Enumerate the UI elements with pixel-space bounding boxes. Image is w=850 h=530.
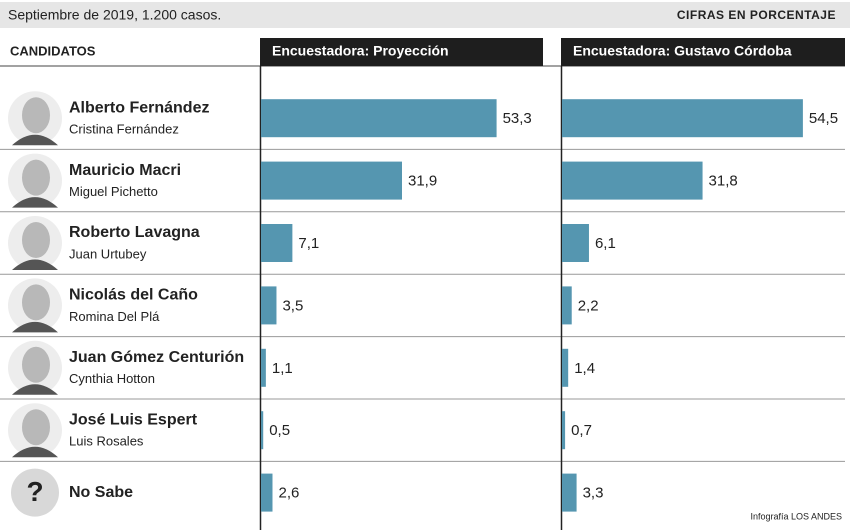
- candidate-name: Alberto Fernández: [69, 99, 209, 116]
- value-label: 31,8: [709, 173, 738, 190]
- bar: [562, 224, 589, 262]
- header-band: [0, 2, 850, 28]
- bar: [562, 411, 566, 450]
- value-label: 6,1: [595, 235, 616, 252]
- photo-face: [22, 159, 50, 196]
- bar: [261, 99, 497, 138]
- value-label: 0,5: [269, 422, 290, 439]
- photo-face: [22, 284, 50, 321]
- panel-title: Encuestadora: Proyección: [272, 43, 449, 59]
- bar: [562, 473, 577, 512]
- value-label: 31,9: [408, 173, 437, 190]
- candidate-name: Mauricio Macri: [69, 162, 181, 179]
- photo-shoulders: [12, 446, 58, 458]
- running-mate: Romina Del Plá: [69, 309, 160, 324]
- panel-title: Encuestadora: Gustavo Córdoba: [573, 43, 792, 59]
- bar: [562, 348, 569, 387]
- running-mate: Luis Rosales: [69, 434, 144, 449]
- candidate-name: Roberto Lavagna: [69, 224, 200, 241]
- bar: [562, 99, 803, 138]
- bar: [261, 286, 277, 325]
- photo-face: [22, 409, 50, 446]
- value-label: 53,3: [503, 110, 532, 127]
- value-label: 54,5: [809, 110, 838, 127]
- photo-face: [22, 97, 50, 134]
- subtitle: Septiembre de 2019, 1.200 casos.: [8, 7, 221, 23]
- column-header: CANDIDATOS: [10, 43, 96, 58]
- bar: [261, 473, 273, 512]
- photo-face: [22, 346, 50, 383]
- candidate-name: No Sabe: [69, 484, 133, 501]
- unknown-icon: ?: [26, 476, 43, 507]
- value-label: 0,7: [571, 422, 592, 439]
- photo-face: [22, 222, 50, 258]
- panel-header: [561, 38, 845, 66]
- running-mate: Miguel Pichetto: [69, 184, 158, 199]
- panel-header: [260, 38, 543, 66]
- unknown-icon-bg: [11, 468, 59, 517]
- credit: Infografía LOS ANDES: [750, 511, 842, 521]
- value-label: 1,1: [272, 360, 293, 377]
- candidate-name: Juan Gómez Centurión: [69, 349, 244, 366]
- bar: [261, 348, 266, 387]
- photo-shoulders: [12, 134, 58, 146]
- photo-shoulders: [12, 259, 58, 270]
- photo-shoulders: [12, 321, 58, 333]
- running-mate: Cristina Fernández: [69, 122, 179, 137]
- photo-shoulders: [12, 197, 58, 208]
- photo-shoulders: [12, 384, 58, 395]
- value-label: 3,5: [282, 297, 303, 314]
- value-label: 7,1: [298, 235, 319, 252]
- bar: [261, 224, 293, 262]
- candidate-name: Nicolás del Caño: [69, 287, 198, 304]
- value-label: 1,4: [574, 360, 595, 377]
- bar: [261, 411, 264, 450]
- bar: [261, 161, 402, 200]
- bar: [562, 161, 703, 200]
- bar: [562, 286, 572, 325]
- value-label: 3,3: [583, 485, 604, 502]
- value-label: 2,6: [278, 485, 299, 502]
- value-label: 2,2: [578, 297, 599, 314]
- candidate-name: José Luis Espert: [69, 411, 198, 428]
- units-note: CIFRAS EN PORCENTAJE: [677, 8, 836, 22]
- running-mate: Juan Urtubey: [69, 246, 147, 261]
- running-mate: Cynthia Hotton: [69, 371, 155, 386]
